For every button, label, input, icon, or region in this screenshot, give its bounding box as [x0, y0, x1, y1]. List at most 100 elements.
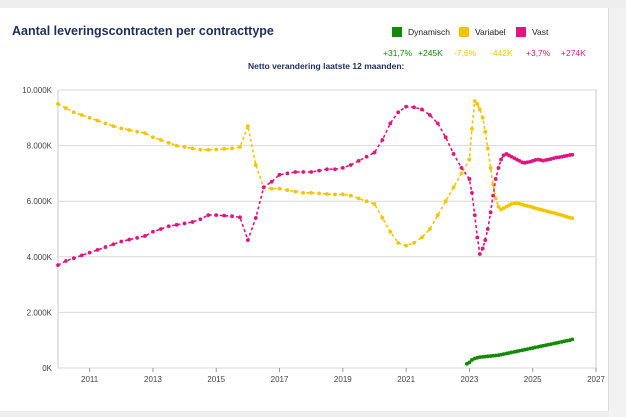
data-point-variabel [348, 193, 353, 198]
data-point-vast [317, 168, 321, 173]
data-point-variabel [570, 216, 575, 221]
data-point-vast [245, 238, 250, 243]
data-point-variabel [166, 140, 171, 145]
data-point-variabel [245, 124, 250, 129]
data-point-variabel [206, 147, 211, 152]
y-tick-label: 10.000K [22, 86, 52, 95]
data-point-vast [261, 185, 266, 190]
data-point-variabel [119, 126, 124, 131]
data-point-variabel [470, 127, 474, 131]
data-point-vast [491, 193, 496, 198]
data-point-vast [493, 177, 498, 181]
data-point-variabel [151, 135, 155, 140]
x-tick-label: 2019 [334, 375, 352, 384]
net-variabel-abs: -442K [490, 48, 513, 58]
data-point-vast [182, 221, 187, 226]
data-point-vast [443, 135, 448, 140]
data-point-dynamisch [533, 345, 538, 350]
data-point-variabel [198, 147, 203, 152]
data-point-vast [206, 213, 211, 218]
data-point-variabel [472, 99, 477, 104]
data-point-vast [509, 154, 514, 159]
x-tick-label: 2023 [461, 375, 479, 384]
legend-item-vast[interactable]: Vast [516, 26, 548, 38]
legend-label-dynamisch: Dynamisch [408, 27, 451, 37]
data-point-variabel [420, 235, 424, 240]
data-point-variabel [269, 186, 274, 191]
y-tick-label: 2.000K [27, 308, 53, 317]
data-point-variabel [412, 241, 416, 245]
data-point-variabel [64, 106, 68, 110]
data-point-vast [174, 222, 179, 227]
x-tick-label: 2013 [144, 375, 162, 384]
data-point-vast [348, 163, 353, 167]
data-point-variabel [493, 196, 498, 201]
data-point-vast [388, 121, 393, 126]
data-point-vast [496, 165, 501, 170]
data-point-vast [435, 121, 440, 126]
data-point-vast [238, 215, 242, 220]
legend-swatch-dynamisch [392, 27, 402, 37]
net-vast-abs: +274K [561, 48, 586, 58]
data-point-vast [143, 234, 147, 238]
data-point-vast [135, 235, 140, 240]
data-point-variabel [230, 146, 234, 151]
data-point-vast [151, 229, 155, 234]
data-point-dynamisch [525, 347, 530, 351]
data-point-dynamisch [509, 350, 514, 355]
data-point-vast [488, 210, 493, 215]
data-point-vast [214, 213, 219, 218]
y-tick-label: 4.000K [27, 253, 53, 262]
data-point-variabel [317, 191, 321, 196]
y-tick-label: 0K [42, 364, 52, 373]
data-point-vast [56, 263, 60, 268]
data-point-vast [269, 179, 274, 184]
data-point-variabel [435, 213, 440, 218]
x-tick-label: 2021 [397, 375, 415, 384]
data-point-vast [380, 138, 385, 142]
data-point-dynamisch [467, 360, 472, 365]
net-vast-pct: +3,7% [526, 48, 551, 58]
data-point-vast [95, 247, 100, 252]
data-point-variabel [95, 118, 100, 123]
data-point-dynamisch [541, 343, 546, 348]
legend-item-variabel[interactable]: Variabel [459, 26, 506, 38]
x-tick-label: 2025 [524, 375, 542, 384]
data-point-variabel [564, 214, 569, 219]
data-point-vast [525, 160, 530, 165]
data-point-variabel [56, 102, 60, 106]
data-point-vast [64, 259, 68, 263]
data-point-vast [325, 167, 329, 172]
data-point-vast [158, 227, 163, 231]
data-point-dynamisch [477, 355, 482, 360]
chart-title: Aantal leveringscontracten per contractt… [12, 24, 274, 38]
data-point-variabel [333, 192, 337, 197]
x-tick-label: 2027 [587, 375, 605, 384]
legend-item-dynamisch[interactable]: Dynamisch [392, 26, 450, 38]
data-point-variabel [285, 188, 290, 192]
data-point-vast [87, 250, 92, 255]
data-point-variabel [451, 185, 456, 190]
data-point-vast [396, 110, 401, 115]
data-point-variabel [483, 129, 488, 134]
data-point-vast [166, 224, 171, 229]
data-point-variabel [214, 147, 219, 152]
net-change-label: Netto verandering laatste 12 maanden: [248, 61, 405, 71]
data-point-vast [472, 213, 477, 218]
data-point-vast [470, 190, 474, 195]
data-point-variabel [557, 212, 561, 217]
chart-panel [0, 8, 609, 412]
data-point-vast [356, 158, 361, 163]
series-line-vast [57, 105, 573, 266]
data-point-variabel [443, 199, 448, 204]
data-point-variabel [525, 204, 530, 208]
data-point-variabel [253, 163, 258, 167]
data-point-vast [301, 170, 306, 174]
data-point-variabel [467, 157, 472, 162]
data-point-dynamisch [517, 348, 522, 353]
data-point-dynamisch [549, 342, 553, 346]
y-tick-label: 6.000K [27, 197, 53, 206]
scrollbar-gutter[interactable] [609, 8, 626, 417]
data-point-variabel [549, 210, 553, 215]
